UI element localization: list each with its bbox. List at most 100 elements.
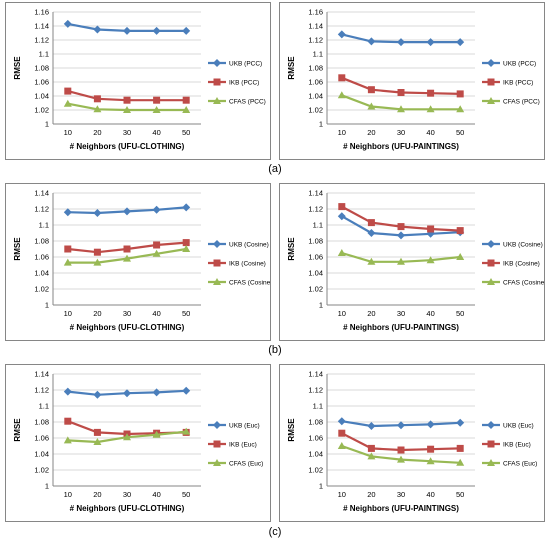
data-point bbox=[63, 436, 72, 444]
data-point bbox=[182, 427, 191, 435]
gridlines bbox=[327, 373, 475, 487]
data-point bbox=[182, 245, 191, 252]
legend-swatch-marker bbox=[213, 59, 221, 67]
data-point bbox=[64, 245, 72, 253]
legend-label: UKB (Euc) bbox=[229, 423, 260, 430]
legend-entry: CFAS (PCC) bbox=[208, 97, 266, 106]
data-point bbox=[337, 417, 346, 426]
y-tick-label: 1 bbox=[319, 120, 323, 129]
x-tick-label: 30 bbox=[397, 128, 405, 137]
x-tick-label: 10 bbox=[338, 490, 346, 499]
data-point bbox=[426, 420, 435, 429]
legend-label: CFAS (Euc) bbox=[503, 461, 537, 468]
x-axis-label: # Neighbors (UFU-PAINTINGS) bbox=[343, 142, 459, 151]
x-axis-label: # Neighbors (UFU-CLOTHING) bbox=[70, 142, 185, 151]
y-tick-label: 1.04 bbox=[34, 92, 49, 101]
y-tick-label: 1.08 bbox=[34, 64, 49, 73]
x-tick-label: 40 bbox=[152, 128, 160, 137]
data-point bbox=[456, 227, 464, 235]
data-point bbox=[367, 422, 376, 430]
y-tick-label: 1.12 bbox=[34, 205, 49, 214]
data-point bbox=[426, 105, 435, 113]
legend-entry: IKB (PCC) bbox=[482, 78, 533, 87]
data-point bbox=[182, 386, 191, 395]
y-tick-label: 1.02 bbox=[34, 285, 49, 294]
y-axis-label: RMSE bbox=[13, 56, 22, 80]
legend: UKB (Euc) IKB (Euc) CFAS (Euc) bbox=[482, 421, 537, 468]
data-point bbox=[397, 421, 405, 430]
series-1 bbox=[338, 203, 464, 235]
x-axis-label: # Neighbors (UFU-CLOTHING) bbox=[70, 504, 185, 513]
y-axis-label: RMSE bbox=[287, 237, 296, 261]
y-axis-label: RMSE bbox=[287, 418, 296, 442]
y-tick-label: 1.12 bbox=[308, 205, 323, 214]
data-point bbox=[426, 38, 435, 47]
data-point bbox=[93, 390, 102, 399]
x-tick-label: 40 bbox=[152, 490, 160, 499]
legend-label: IKB (PCC) bbox=[503, 80, 533, 87]
data-point bbox=[367, 102, 376, 110]
data-point bbox=[93, 248, 101, 256]
data-point bbox=[367, 257, 376, 265]
x-tick-label: 30 bbox=[123, 309, 131, 318]
legend-label: CFAS (Euc) bbox=[229, 461, 263, 468]
data-point bbox=[397, 455, 405, 463]
data-point bbox=[93, 209, 102, 217]
data-point bbox=[367, 37, 376, 46]
series-2 bbox=[63, 245, 191, 266]
y-tick-labels: 1 1.02 1.04 1.06 1.08 1.1 1.12 1.14 bbox=[34, 189, 49, 310]
data-point bbox=[93, 105, 102, 113]
y-tick-label: 1.1 bbox=[313, 221, 323, 230]
legend-label: IKB (PCC) bbox=[229, 80, 259, 87]
legend-swatch-marker bbox=[487, 59, 495, 67]
y-tick-label: 1 bbox=[45, 120, 49, 129]
y-tick-label: 1.08 bbox=[34, 237, 49, 246]
data-point bbox=[182, 26, 191, 35]
data-point bbox=[456, 253, 465, 260]
data-point bbox=[456, 418, 465, 427]
data-point bbox=[456, 458, 465, 466]
x-tick-label: 40 bbox=[426, 490, 434, 499]
y-tick-label: 1 bbox=[45, 482, 49, 491]
data-point bbox=[338, 74, 346, 82]
x-tick-label: 50 bbox=[456, 128, 464, 137]
y-tick-label: 1.06 bbox=[308, 78, 323, 87]
y-tick-label: 1.02 bbox=[34, 106, 49, 115]
series-2 bbox=[63, 99, 191, 113]
x-tick-label: 50 bbox=[182, 128, 190, 137]
data-point bbox=[397, 38, 405, 47]
x-tick-label: 30 bbox=[123, 128, 131, 137]
y-tick-label: 1.06 bbox=[34, 78, 49, 87]
data-point bbox=[152, 205, 161, 214]
legend-swatch-marker bbox=[213, 97, 221, 104]
y-tick-label: 1.06 bbox=[308, 434, 323, 443]
data-point bbox=[367, 86, 375, 94]
legend-entry: IKB (PCC) bbox=[208, 78, 259, 87]
legend: UKB (Cosine) IKB (Cosine) CFAS (Cosine) bbox=[208, 240, 270, 287]
data-point bbox=[63, 208, 72, 217]
chart-panel-c-clothing: 1 1.02 1.04 1.06 1.08 1.1 1.12 1.14 10 20 30 40 50 RM… bbox=[5, 364, 271, 522]
legend-label: IKB (Cosine) bbox=[503, 261, 540, 268]
data-point bbox=[426, 256, 435, 264]
x-tick-label: 10 bbox=[64, 490, 72, 499]
y-axis-label: RMSE bbox=[13, 418, 22, 442]
legend: UKB (PCC) IKB (PCC) CFAS (PCC) bbox=[482, 59, 540, 106]
data-point bbox=[93, 438, 102, 445]
y-tick-label: 1.14 bbox=[308, 22, 323, 31]
legend-swatch-marker bbox=[213, 440, 221, 448]
y-tick-label: 1.1 bbox=[39, 50, 49, 59]
legend-label: CFAS (Cosine) bbox=[229, 280, 270, 287]
series-1 bbox=[64, 239, 190, 256]
x-tick-label: 20 bbox=[93, 309, 101, 318]
series-2 bbox=[63, 427, 191, 445]
data-point bbox=[152, 106, 161, 113]
data-point bbox=[152, 430, 161, 438]
x-axis-label: # Neighbors (UFU-PAINTINGS) bbox=[343, 504, 459, 513]
data-point bbox=[123, 254, 131, 262]
data-point bbox=[123, 207, 131, 216]
x-tick-label: 30 bbox=[397, 309, 405, 318]
chart-panel-a-paintings: 1 1.02 1.04 1.06 1.08 1.1 1.12 1.14 1.16 10 20 30 40… bbox=[279, 2, 545, 160]
legend-swatch-marker bbox=[487, 240, 495, 248]
data-point bbox=[337, 91, 346, 99]
x-tick-label: 30 bbox=[123, 490, 131, 499]
